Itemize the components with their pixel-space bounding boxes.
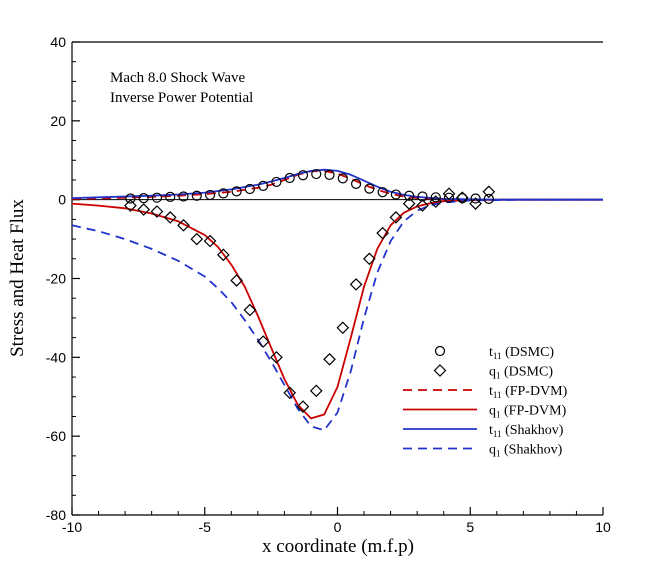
legend-label-q1-dsmc: q1 (DSMC) <box>489 365 553 381</box>
data-point-q1-dsmc <box>429 195 443 208</box>
data-point-q1-dsmc <box>323 352 336 366</box>
data-point-t11-dsmc <box>311 168 322 180</box>
data-point-t11-dsmc <box>125 193 136 204</box>
data-point-t11-dsmc <box>231 186 242 197</box>
y-tick-label: -60 <box>46 428 66 444</box>
data-point-q1-dsmc <box>270 350 283 364</box>
data-point-q1-dsmc <box>137 203 151 216</box>
data-point-q1-dsmc <box>349 278 363 291</box>
series-line-t11-shakhov <box>71 168 603 201</box>
data-point-t11-dsmc <box>324 169 335 180</box>
data-point-t11-dsmc <box>297 170 309 181</box>
data-point-t11-dsmc <box>218 188 229 199</box>
y-tick-label: -40 <box>46 349 66 365</box>
data-point-t11-dsmc <box>191 190 202 201</box>
data-point-q1-dsmc <box>283 386 297 400</box>
data-point-t11-dsmc <box>271 176 282 188</box>
chart-annotation-line-2: Inverse Power Potential <box>110 90 253 106</box>
data-point-t11-dsmc <box>364 183 375 194</box>
data-point-t11-dsmc <box>258 180 269 191</box>
data-point-q1-dsmc <box>216 248 230 262</box>
data-point-t11-dsmc <box>337 173 348 184</box>
legend-label-t11-fp-dvm: t11 (FP-DVM) <box>489 384 568 400</box>
y-axis-title: Stress and Heat Flux <box>7 199 28 357</box>
data-point-t11-dsmc <box>204 189 216 201</box>
series-line-q1-shakhov <box>71 198 603 432</box>
x-tick-label: 10 <box>595 519 611 535</box>
y-tick-label: 0 <box>58 192 66 208</box>
x-tick-label: 5 <box>466 519 474 535</box>
data-point-q1-dsmc <box>402 197 416 210</box>
legend-swatch-t11-dsmc <box>434 345 446 357</box>
data-point-q1-dsmc <box>150 205 164 218</box>
x-tick-label: -10 <box>62 519 82 535</box>
data-point-t11-dsmc <box>404 190 415 201</box>
y-tick-label: -20 <box>46 271 66 287</box>
data-point-t11-dsmc <box>244 183 255 195</box>
data-point-q1-dsmc <box>482 185 496 199</box>
data-point-q1-dsmc <box>256 335 270 348</box>
data-point-t11-dsmc <box>417 191 428 202</box>
data-point-q1-dsmc <box>389 211 403 224</box>
data-point-q1-dsmc <box>416 199 429 212</box>
legend: t11 (DSMC) q1 (DSMC) t11 (FP-DVM) q1 (FP-DV… <box>403 345 568 459</box>
data-point-q1-dsmc <box>230 274 243 287</box>
data-point-t11-dsmc <box>377 187 388 198</box>
data-point-t11-dsmc <box>284 172 295 184</box>
data-point-q1-dsmc <box>442 187 456 201</box>
y-tick-label: 20 <box>50 113 66 129</box>
legend-label-t11-dsmc: t11 (DSMC) <box>489 345 554 361</box>
x-axis-title: x coordinate (m.f.p) <box>262 536 414 557</box>
data-point-t11-dsmc <box>165 191 176 203</box>
chart-annotation-line-1: Mach 8.0 Shock Wave <box>110 70 245 86</box>
data-point-q1-dsmc <box>203 234 217 248</box>
data-point-q1-dsmc <box>309 384 323 398</box>
data-point-t11-dsmc <box>350 178 362 189</box>
data-point-q1-dsmc <box>296 400 310 413</box>
data-point-q1-dsmc <box>190 232 204 246</box>
data-point-t11-dsmc <box>138 192 149 204</box>
axes-layer: -80 -60 -40 -20 0 20 40 -10 -5 0 5 10 <box>46 34 611 535</box>
data-point-t11-dsmc <box>483 193 494 204</box>
data-point-t11-dsmc <box>178 191 189 202</box>
data-point-q1-dsmc <box>163 211 177 224</box>
data-point-t11-dsmc <box>151 192 163 203</box>
data-point-q1-dsmc <box>376 226 389 240</box>
legend-swatch-q1-dsmc <box>433 364 447 377</box>
data-point-q1-dsmc <box>124 199 137 212</box>
data-point-t11-dsmc <box>430 192 441 203</box>
data-point-t11-dsmc <box>390 189 402 200</box>
x-tick-label: -5 <box>199 519 212 535</box>
legend-label-t11-shakhov: t11 (Shakhov) <box>489 423 564 439</box>
y-tick-label: -80 <box>46 507 66 523</box>
data-point-q1-dsmc <box>336 321 350 335</box>
markers-layer <box>124 168 496 413</box>
data-point-t11-dsmc <box>470 193 481 204</box>
data-point-q1-dsmc <box>455 191 469 205</box>
data-point-q1-dsmc <box>469 197 482 210</box>
legend-label-q1-fp-dvm: q1 (FP-DVM) <box>489 404 567 420</box>
data-point-t11-dsmc <box>443 192 455 203</box>
y-tick-label: 40 <box>50 34 66 50</box>
data-point-q1-dsmc <box>363 252 376 266</box>
legend-label-q1-shakhov: q1 (Shakhov) <box>489 443 563 459</box>
data-point-q1-dsmc <box>177 218 190 232</box>
data-point-q1-dsmc <box>243 303 257 317</box>
x-tick-label: 0 <box>334 519 342 535</box>
